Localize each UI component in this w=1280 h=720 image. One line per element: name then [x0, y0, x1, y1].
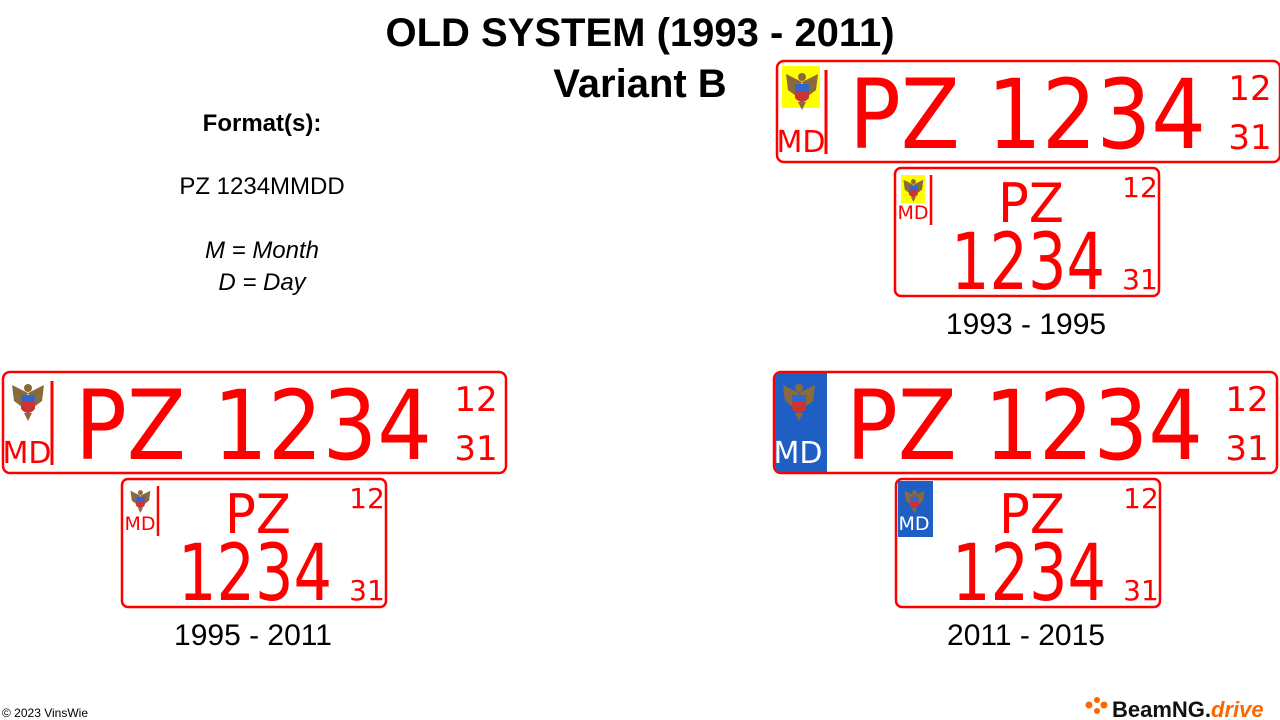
logo-dot	[1094, 708, 1100, 714]
emblem-head	[795, 384, 803, 392]
emblem-head	[137, 490, 143, 496]
plate-border	[120, 477, 388, 609]
plate-border	[775, 59, 1280, 164]
long-plate: MD PZ 1234 12 31	[1, 370, 508, 482]
caption: 1993 - 1995	[946, 308, 1106, 341]
emblem-wing	[783, 385, 815, 407]
logo-brand: BeamNG.	[1112, 697, 1211, 720]
country-code: MD	[777, 125, 826, 160]
month: 12	[454, 380, 497, 420]
logo-product: drive	[1211, 697, 1264, 720]
emblem-shield-top	[792, 395, 806, 402]
emblem	[12, 384, 44, 421]
series: PZ	[998, 172, 1064, 235]
plate-border	[772, 370, 1279, 475]
logo-text: BeamNG.drive	[1112, 697, 1264, 720]
format-legend: M = Month	[205, 237, 319, 264]
day: 31	[454, 429, 497, 469]
long-plate: MD PZ 1234 12 31	[772, 370, 1279, 482]
emblem-wing	[904, 490, 925, 505]
title: OLD SYSTEM (1993 - 2011)	[385, 11, 894, 55]
emblem-shield-top	[909, 185, 918, 191]
logo: BeamNG.drive	[1085, 697, 1264, 720]
month: 12	[1225, 380, 1268, 420]
number: 1234	[952, 529, 1106, 619]
day: 31	[1225, 429, 1268, 469]
registration: PZ 1234	[75, 370, 432, 482]
month: 12	[1122, 171, 1158, 204]
emblem-head	[798, 73, 806, 81]
emblem-wing	[786, 74, 818, 96]
logo-dot	[1094, 697, 1100, 703]
series: PZ	[999, 483, 1065, 546]
month: 12	[1123, 482, 1159, 515]
emblem-wing	[903, 179, 924, 194]
copyright: © 2023 VinsWie	[2, 706, 88, 720]
country-code: MD	[898, 513, 929, 535]
country-code: MD	[124, 513, 155, 535]
logo-dot	[1085, 701, 1093, 709]
country-code: MD	[897, 202, 928, 224]
emblem	[903, 179, 924, 203]
caption: 2011 - 2015	[947, 619, 1105, 652]
plate-border	[893, 166, 1161, 298]
emblem	[130, 490, 151, 514]
day: 31	[349, 574, 385, 607]
emblem	[783, 384, 815, 421]
emblem-head	[910, 179, 916, 185]
format-legend: D = Day	[218, 269, 307, 296]
country-code: MD	[774, 436, 823, 471]
emblem	[904, 490, 925, 514]
day: 31	[1122, 263, 1158, 296]
emblem-tail	[24, 413, 32, 421]
emblem-shield-top	[795, 84, 809, 91]
month: 12	[1228, 69, 1271, 109]
series: PZ	[225, 483, 291, 546]
emblem-wing	[130, 490, 151, 505]
month: 12	[349, 482, 385, 515]
number: 1234	[951, 218, 1105, 308]
emblem-shield-top	[21, 395, 35, 402]
emblem-tail	[911, 508, 917, 514]
country-code: MD	[3, 436, 52, 471]
emblem-head	[24, 384, 32, 392]
format-value: PZ 1234MMDD	[179, 173, 344, 200]
number: 1234	[178, 529, 332, 619]
registration: PZ 1234	[846, 370, 1203, 482]
day: 31	[1228, 118, 1271, 158]
subtitle: Variant B	[553, 62, 726, 106]
plate-border	[1, 370, 508, 475]
format-label: Format(s):	[203, 110, 322, 137]
logo-dot	[1100, 701, 1108, 709]
emblem-tail	[137, 508, 143, 514]
emblem-tail	[910, 197, 916, 203]
emblem-tail	[798, 102, 806, 110]
emblem-shield-top	[910, 496, 919, 502]
emblem-tail	[795, 413, 803, 421]
plate-border	[894, 477, 1162, 609]
emblem-head	[911, 490, 917, 496]
emblem	[786, 73, 818, 110]
long-plate: MD PZ 1234 12 31	[775, 59, 1280, 171]
day: 31	[1123, 574, 1159, 607]
registration: PZ 1234	[849, 59, 1206, 171]
emblem-wing	[12, 385, 44, 407]
emblem-shield-top	[136, 496, 145, 502]
caption: 1995 - 2011	[174, 619, 332, 652]
